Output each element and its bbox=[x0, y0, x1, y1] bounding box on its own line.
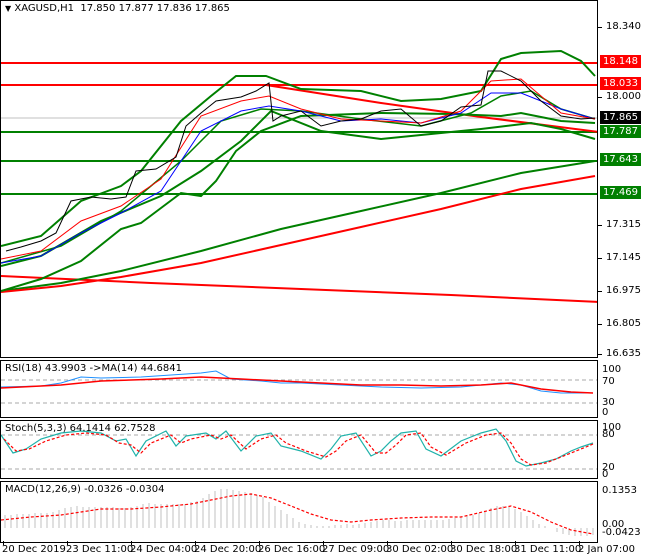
time-tick: 27 Dec 09:00 bbox=[322, 541, 390, 555]
rsi-tick: 30 bbox=[602, 397, 615, 408]
stoch-axis: 100 80 20 0 bbox=[598, 420, 660, 480]
stoch-title: Stoch(5,3,3) 64.1414 62.7528 bbox=[5, 423, 156, 434]
stoch-tick: 80 bbox=[602, 429, 615, 440]
time-tick: 24 Dec 20:00 bbox=[194, 541, 262, 555]
macd-title: MACD(12,26,9) -0.0326 -0.0304 bbox=[5, 484, 165, 495]
price-axis: 18.340 18.000 17.315 17.145 16.975 16.80… bbox=[598, 0, 660, 359]
rsi-tick: 0 bbox=[602, 407, 609, 418]
rsi-tick: 70 bbox=[602, 376, 615, 387]
price-chart-svg bbox=[1, 49, 597, 303]
macd-svg bbox=[1, 489, 594, 536]
stoch-panel[interactable]: Stoch(5,3,3) 64.1414 62.7528 bbox=[0, 420, 598, 479]
time-tick: 31 Dec 11:00 bbox=[514, 541, 582, 555]
macd-axis: 0.1353 0.00 -0.0423 bbox=[598, 481, 660, 543]
stoch-svg bbox=[1, 428, 597, 470]
time-tick: 26 Dec 16:00 bbox=[258, 541, 326, 555]
support-label: 17.643 bbox=[600, 153, 641, 166]
triangle-down-icon[interactable]: ▼ bbox=[5, 4, 12, 13]
stoch-tick: 20 bbox=[602, 462, 615, 473]
time-tick: 23 Dec 11:00 bbox=[66, 541, 134, 555]
rsi-title: RSI(18) 43.9903 ->MA(14) 44.6841 bbox=[5, 363, 182, 374]
support-label: 17.469 bbox=[600, 186, 641, 199]
resistance-label: 18.148 bbox=[600, 55, 641, 68]
ohlc-values: 17.850 17.877 17.836 17.865 bbox=[80, 3, 230, 14]
time-tick: 30 Dec 02:00 bbox=[386, 541, 454, 555]
support-label: 17.787 bbox=[600, 125, 641, 138]
resistance-label: 18.033 bbox=[600, 77, 641, 90]
time-tick: 20 Dec 2019 bbox=[2, 541, 66, 555]
stoch-tick: 100 bbox=[602, 422, 622, 433]
macd-tick: 0.00 bbox=[602, 519, 625, 530]
stoch-tick: 0 bbox=[602, 469, 609, 480]
rsi-svg bbox=[1, 370, 597, 404]
rsi-axis: 100 70 30 0 bbox=[598, 360, 660, 418]
macd-tick: 0.1353 bbox=[602, 485, 637, 496]
symbol-label: XAGUSD,H1 bbox=[14, 3, 75, 14]
current-price-label: 17.865 bbox=[600, 111, 641, 124]
main-chart-panel[interactable]: ▼ XAGUSD,H1 17.850 17.877 17.836 17.865 bbox=[0, 0, 598, 358]
rsi-tick: 100 bbox=[602, 364, 622, 375]
macd-tick: -0.0423 bbox=[602, 527, 641, 538]
rsi-panel[interactable]: RSI(18) 43.9903 ->MA(14) 44.6841 bbox=[0, 360, 598, 418]
chart-title: ▼ XAGUSD,H1 17.850 17.877 17.836 17.865 bbox=[5, 3, 230, 14]
time-tick: 24 Dec 04:00 bbox=[130, 541, 198, 555]
macd-panel[interactable]: MACD(12,26,9) -0.0326 -0.0304 bbox=[0, 481, 598, 543]
time-tick: 30 Dec 18:00 bbox=[450, 541, 518, 555]
time-tick: 2 Jan 07:00 bbox=[578, 541, 635, 555]
macd-histogram bbox=[4, 489, 594, 536]
